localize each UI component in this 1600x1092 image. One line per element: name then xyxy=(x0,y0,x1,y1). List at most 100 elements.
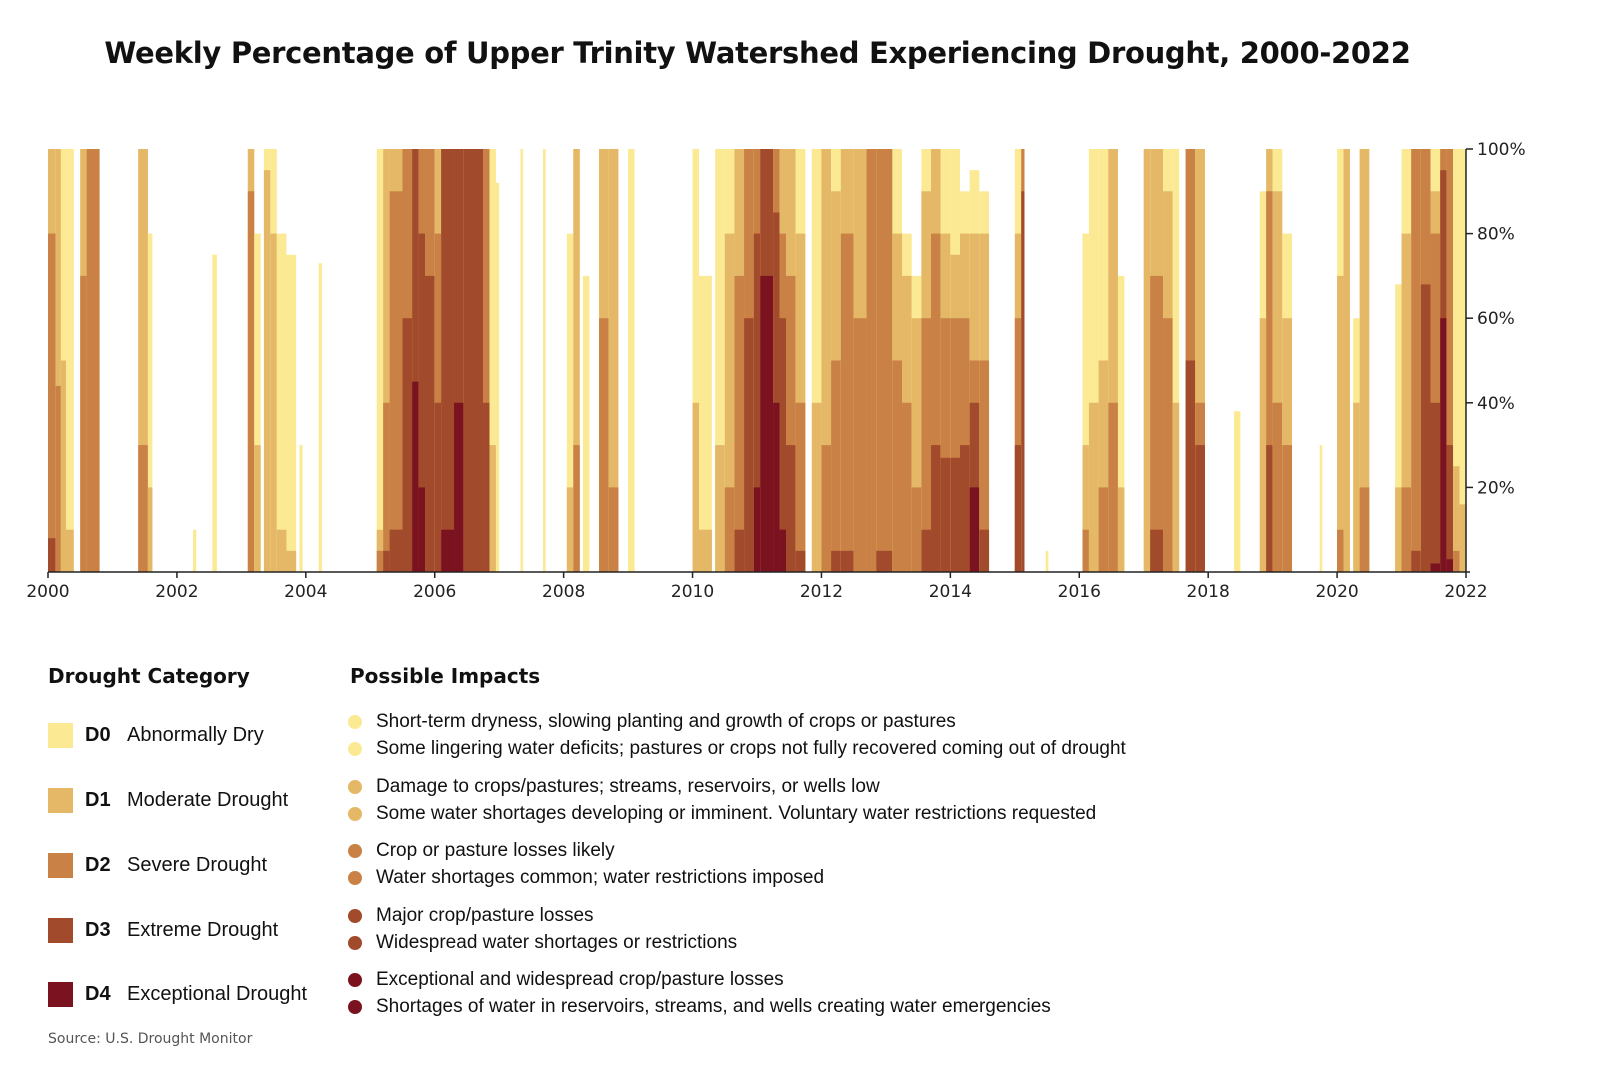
bar-d0 xyxy=(489,149,496,572)
impact-item: Some lingering water deficits; pastures … xyxy=(348,737,1126,761)
bar-d2 xyxy=(786,275,796,572)
bar-d2 xyxy=(376,550,384,572)
bar-d2 xyxy=(1337,529,1344,572)
bar-d2 xyxy=(911,487,922,572)
bar-d3 xyxy=(931,445,941,572)
bar-d3 xyxy=(786,445,796,572)
y-tick-label: 100% xyxy=(1477,140,1526,160)
impact-text: Major crop/pasture losses xyxy=(376,905,594,926)
bar-d2 xyxy=(1359,487,1370,572)
bar-d4 xyxy=(441,529,455,572)
bar-d2 xyxy=(921,318,932,572)
bar-d0 xyxy=(811,149,822,572)
bullet-dot-icon xyxy=(348,909,362,923)
bar-d0 xyxy=(1082,233,1089,572)
bar-d1 xyxy=(1353,402,1360,572)
impact-item: Crop or pasture losses likely xyxy=(348,839,615,863)
bar-d2 xyxy=(1266,191,1273,573)
bullet-dot-icon xyxy=(348,1000,362,1014)
bar-d2 xyxy=(724,487,735,572)
bar-d1 xyxy=(489,445,496,572)
bar-d0 xyxy=(582,275,590,572)
impact-text: Crop or pasture losses likely xyxy=(376,840,615,861)
bar-d1 xyxy=(55,149,61,572)
bar-d3 xyxy=(383,550,390,572)
bar-d3 xyxy=(1195,445,1205,572)
bar-d4 xyxy=(760,275,774,572)
impact-text: Some water shortages developing or immin… xyxy=(376,803,1097,824)
bar-d2 xyxy=(940,318,951,572)
bar-d1 xyxy=(811,402,822,572)
bar-d0 xyxy=(1172,149,1180,572)
bar-d1 xyxy=(692,402,699,572)
bar-d1 xyxy=(1143,149,1151,572)
category-label: Extreme Drought xyxy=(127,918,279,941)
bar-d1 xyxy=(1359,149,1370,572)
bar-d1 xyxy=(138,149,148,572)
impact-text: Damage to crops/pastures; streams, reser… xyxy=(376,776,880,797)
legend-item-d3: D3 Extreme Drought xyxy=(48,917,278,943)
bar-d3 xyxy=(1150,529,1164,572)
bar-d2 xyxy=(734,275,745,572)
bar-d2 xyxy=(608,487,619,572)
bullet-dot-icon xyxy=(348,871,362,885)
category-label: Moderate Drought xyxy=(127,788,289,811)
bar-d0 xyxy=(254,233,261,572)
bar-d3 xyxy=(940,457,951,572)
bar-d1 xyxy=(1459,504,1466,572)
swatch-d1 xyxy=(48,787,73,813)
bar-d3 xyxy=(1266,445,1273,572)
bar-d1 xyxy=(383,149,390,572)
impact-text: Exceptional and widespread crop/pasture … xyxy=(376,969,784,990)
category-label: Exceptional Drought xyxy=(127,982,308,1005)
bar-d0 xyxy=(566,233,574,572)
bar-d2 xyxy=(866,149,877,572)
bar-d3 xyxy=(734,529,745,572)
bar-d3 xyxy=(1021,191,1025,573)
category-code: D0 xyxy=(85,723,111,746)
bar-d4 xyxy=(969,487,980,572)
bar-d2 xyxy=(48,233,56,572)
bar-d2 xyxy=(950,318,961,572)
bar-d1 xyxy=(821,149,832,572)
bar-d2 xyxy=(247,191,255,573)
bullet-dot-icon xyxy=(348,780,362,794)
swatch-d2 xyxy=(48,852,73,878)
x-tick-label: 2014 xyxy=(929,582,972,602)
source-note: Source: U.S. Drought Monitor xyxy=(48,1031,253,1047)
bar-d2 xyxy=(80,275,87,572)
bar-d1 xyxy=(1259,318,1267,572)
bar-d0 xyxy=(520,149,524,572)
bar-d1 xyxy=(276,529,287,572)
bar-d1 xyxy=(608,149,619,572)
category-label: Severe Drought xyxy=(127,853,268,876)
bar-d0 xyxy=(628,149,635,572)
bar-d0 xyxy=(1395,284,1402,572)
bar-d1 xyxy=(1453,466,1460,572)
bar-d1 xyxy=(1337,275,1344,572)
impact-text: Shortages of water in reservoirs, stream… xyxy=(376,996,1051,1017)
bar-d0 xyxy=(276,233,287,572)
bar-d3 xyxy=(434,402,442,572)
bullet-dot-icon xyxy=(348,807,362,821)
bar-d3 xyxy=(1420,284,1431,572)
bar-d1 xyxy=(1343,149,1350,572)
bar-d1 xyxy=(1395,487,1402,572)
impacts-heading: Possible Impacts xyxy=(350,664,541,688)
bar-d2 xyxy=(138,445,148,572)
bar-d3 xyxy=(779,318,787,572)
bar-d1 xyxy=(1098,360,1109,572)
bar-d3 xyxy=(979,529,990,572)
bar-d3 xyxy=(795,550,806,572)
impact-item: Damage to crops/pastures; streams, reser… xyxy=(348,775,880,799)
x-tick-label: 2006 xyxy=(413,582,456,602)
category-label: Abnormally Dry xyxy=(127,723,264,746)
x-tick-label: 2022 xyxy=(1444,582,1487,602)
bar-d4 xyxy=(1446,559,1454,572)
bar-d3 xyxy=(950,457,961,572)
impact-item: Short-term dryness, slowing planting and… xyxy=(348,710,956,734)
bar-d0 xyxy=(286,254,297,572)
legend-item-d4: D4 Exceptional Drought xyxy=(48,981,307,1007)
bar-d4 xyxy=(412,381,419,572)
